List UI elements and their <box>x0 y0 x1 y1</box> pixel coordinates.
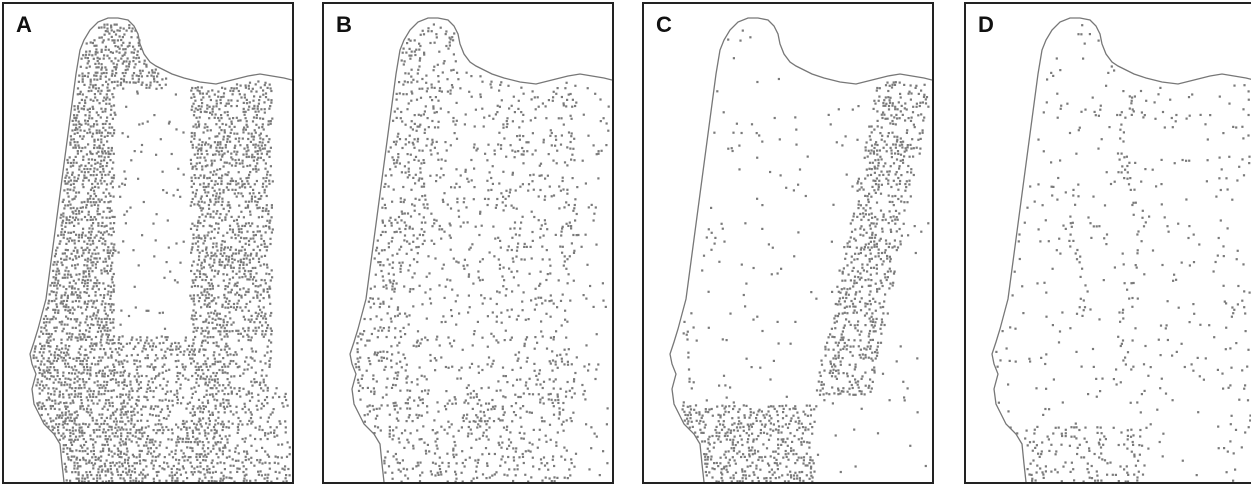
habitat-points <box>354 23 610 482</box>
coastline <box>991 17 1251 482</box>
map-b <box>349 17 612 482</box>
coastline <box>349 17 612 482</box>
coastline <box>669 17 932 482</box>
panel-label-c: C <box>656 12 672 37</box>
panel-label-d: D <box>978 12 994 37</box>
map-panel-a: A <box>2 2 294 484</box>
panel-label-b: B <box>336 12 352 37</box>
map-c <box>669 17 932 482</box>
habitat-points <box>681 29 930 482</box>
coastline <box>29 17 292 482</box>
habitat-points <box>995 24 1251 482</box>
map-panel-b: B <box>322 2 614 484</box>
map-panel-d: D <box>964 2 1251 484</box>
panel-label-a: A <box>16 12 32 37</box>
map-panel-c: C <box>642 2 934 484</box>
map-d <box>991 17 1251 482</box>
habitat-points <box>32 23 291 482</box>
map-a <box>29 17 292 482</box>
